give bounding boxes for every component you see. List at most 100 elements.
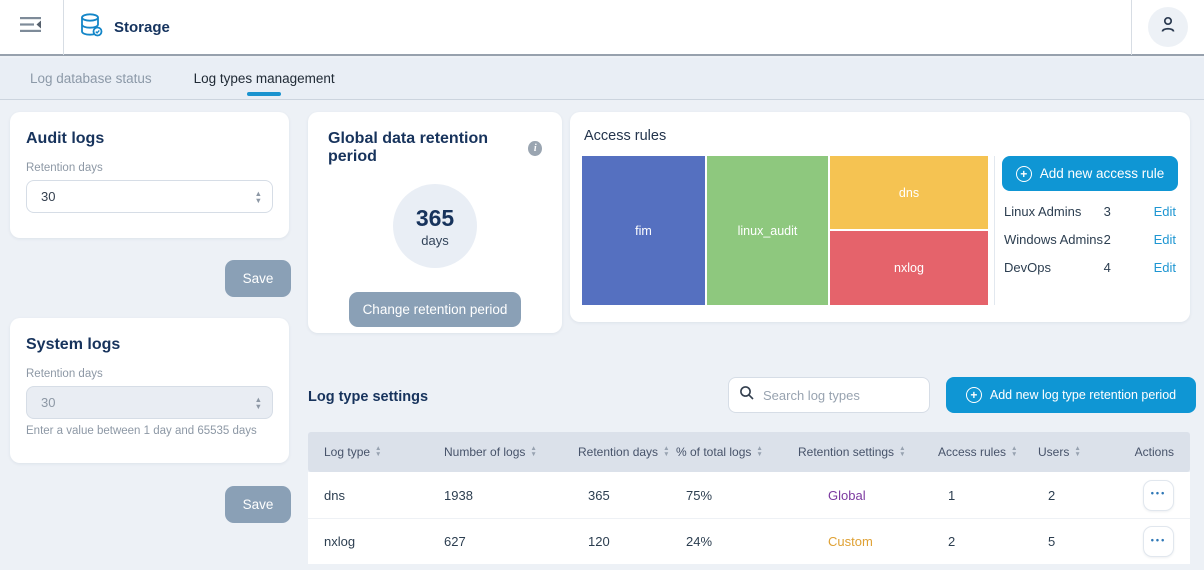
add-log-type-label: Add new log type retention period — [989, 388, 1177, 402]
cell-number-of-logs: 1938 — [444, 487, 473, 503]
tab-log-types-management[interactable]: Log types management — [194, 58, 335, 99]
treemap-label: nxlog — [894, 261, 924, 275]
cell-retention-setting: Global — [828, 487, 866, 503]
treemap-cell-fim[interactable]: fim — [582, 156, 705, 305]
header-divider — [63, 0, 64, 55]
ellipsis-icon: ••• — [1150, 488, 1167, 498]
change-retention-button[interactable]: Change retention period — [349, 292, 521, 327]
sort-icon[interactable]: ▲ ▼ — [375, 445, 382, 458]
rule-edit-link[interactable]: Edit — [1153, 232, 1176, 247]
brand: Storage — [64, 12, 170, 43]
rule-name: Windows Admins — [1004, 232, 1103, 247]
treemap-cell-linux-audit[interactable]: linux_audit — [707, 156, 828, 305]
add-access-rule-label: Add new access rule — [1039, 166, 1165, 181]
rule-name: DevOps — [1004, 260, 1051, 275]
sort-icon[interactable]: ▲ ▼ — [530, 445, 537, 458]
cell-users: 2 — [1048, 487, 1056, 503]
tab-label: Log types management — [193, 71, 335, 86]
cell-percent-of-total: 24% — [686, 534, 713, 549]
access-rule-row: DevOps 4 Edit — [1002, 260, 1178, 275]
system-save-button[interactable]: Save — [225, 486, 291, 523]
menu-collapse-icon — [19, 16, 44, 38]
sort-icon[interactable]: ▲ ▼ — [756, 445, 763, 458]
table-header-row: Log type ▲ ▼ Number of logs ▲ ▼ Retention … — [308, 432, 1190, 472]
stepper-up-icon[interactable]: ▲ — [254, 188, 262, 198]
sort-icon[interactable]: ▲ ▼ — [899, 445, 906, 458]
tab-bar: Log database status Log types management — [0, 58, 1204, 100]
retention-days-unit: days — [421, 232, 449, 248]
sort-icon[interactable]: ▲ ▼ — [1074, 445, 1081, 458]
column-header-percent-of-total[interactable]: % of total logs ▲ ▼ — [676, 445, 798, 459]
access-rules-card: Access rules fim linux_audit dns nxlog — [570, 112, 1190, 322]
treemap-cell-nxlog[interactable]: nxlog — [830, 231, 988, 305]
user-menu-button[interactable] — [1148, 7, 1188, 47]
sort-icon[interactable]: ▲ ▼ — [1011, 445, 1018, 458]
cell-log-type: nxlog — [324, 534, 356, 549]
search-log-types-input[interactable] — [763, 387, 939, 403]
column-label: Log type — [324, 445, 371, 459]
add-log-type-button[interactable]: + Add new log type retention period — [946, 377, 1196, 413]
log-types-treemap: fim linux_audit dns nxlog — [582, 156, 988, 305]
header-divider-right — [1131, 0, 1132, 55]
rule-name: Linux Admins — [1004, 204, 1082, 219]
column-header-log-type[interactable]: Log type ▲ ▼ — [324, 445, 444, 459]
cell-users: 5 — [1048, 534, 1056, 549]
system-retention-value: 30 — [41, 395, 56, 410]
global-retention-card: Global data retention period i 365 days … — [308, 112, 562, 333]
stepper-down-icon[interactable]: ▼ — [254, 401, 262, 411]
rule-count: 2 — [1103, 232, 1111, 247]
column-label: % of total logs — [676, 445, 752, 459]
cell-log-type: dns — [324, 487, 345, 503]
treemap-cell-dns[interactable]: dns — [830, 156, 988, 229]
cell-number-of-logs: 627 — [444, 534, 466, 549]
column-header-users[interactable]: Users ▲ ▼ — [1038, 445, 1118, 459]
column-header-retention-days[interactable]: Retention days ▲ ▼ — [578, 445, 676, 459]
system-retention-input[interactable]: 30 ▲ ▼ — [26, 386, 273, 419]
access-rules-divider — [994, 156, 995, 305]
audit-logs-title: Audit logs — [26, 130, 105, 147]
system-retention-helper: Enter a value between 1 day and 65535 da… — [26, 425, 257, 437]
column-header-number-of-logs[interactable]: Number of logs ▲ ▼ — [444, 445, 578, 459]
top-bar-right — [1131, 0, 1204, 55]
tab-label: Log database status — [30, 71, 152, 86]
column-label: Retention days — [578, 445, 659, 459]
column-header-retention-settings[interactable]: Retention settings ▲ ▼ — [798, 445, 938, 459]
log-type-settings-title: Log type settings — [308, 389, 429, 405]
stepper-up-icon[interactable]: ▲ — [254, 394, 262, 404]
log-types-table: Log type ▲ ▼ Number of logs ▲ ▼ Retention … — [308, 432, 1190, 564]
stepper-down-icon[interactable]: ▼ — [254, 195, 262, 205]
plus-circle-icon: + — [1015, 165, 1032, 182]
row-actions-button[interactable]: ••• — [1143, 479, 1174, 511]
system-logs-title: System logs — [26, 336, 121, 353]
row-actions-button[interactable]: ••• — [1143, 526, 1174, 557]
rule-edit-link[interactable]: Edit — [1153, 260, 1176, 275]
number-stepper[interactable]: ▲ ▼ — [254, 394, 262, 411]
global-retention-title: Global data retention period — [328, 130, 489, 165]
treemap-label: dns — [898, 185, 920, 200]
ellipsis-icon: ••• — [1150, 534, 1167, 545]
column-label: Number of logs — [444, 445, 526, 459]
column-header-access-rules[interactable]: Access rules ▲ ▼ — [938, 445, 1038, 459]
number-stepper[interactable]: ▲ ▼ — [254, 188, 262, 205]
treemap-label: linux_audit — [737, 223, 798, 238]
add-access-rule-button[interactable]: + Add new access rule — [1002, 156, 1178, 191]
table-row[interactable]: dns 1938 365 75% Global 1 2 ••• — [308, 472, 1190, 518]
audit-save-button[interactable]: Save — [225, 260, 291, 297]
system-logs-card: System logs Retention days 30 ▲ ▼ Enter … — [10, 318, 289, 463]
audit-retention-value: 30 — [41, 189, 56, 204]
collapse-menu-button[interactable] — [0, 0, 63, 54]
cell-retention-setting: Custom — [828, 534, 873, 549]
cell-retention-days: 120 — [588, 534, 610, 549]
sort-icon[interactable]: ▲ ▼ — [663, 445, 670, 458]
info-icon[interactable]: i — [528, 140, 542, 156]
retention-period-badge: 365 days — [393, 184, 477, 268]
cell-access-rules: 2 — [948, 534, 956, 549]
column-label: Retention settings — [798, 445, 895, 459]
table-row[interactable]: nxlog 627 120 24% Custom 2 5 ••• — [308, 518, 1190, 564]
audit-logs-card: Audit logs Retention days 30 ▲ ▼ — [10, 112, 289, 238]
tab-log-database-status[interactable]: Log database status — [30, 58, 152, 99]
search-log-types-box — [728, 377, 939, 413]
rule-count: 3 — [1103, 204, 1111, 219]
audit-retention-input[interactable]: 30 ▲ ▼ — [26, 180, 273, 213]
rule-edit-link[interactable]: Edit — [1153, 204, 1176, 219]
